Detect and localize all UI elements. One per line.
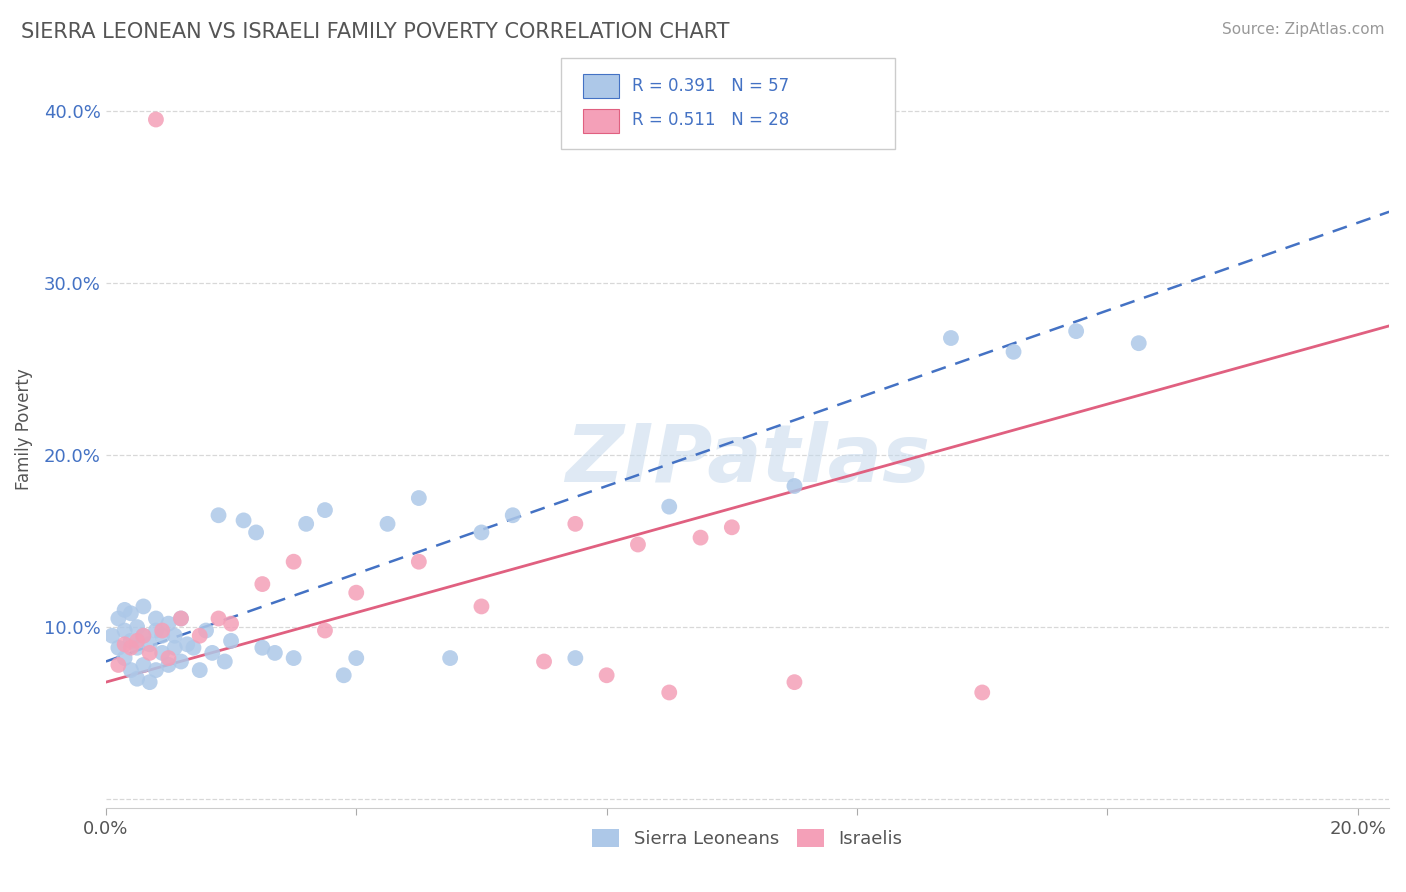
Point <box>658 685 681 699</box>
Point <box>114 603 136 617</box>
Point <box>564 516 586 531</box>
Point <box>120 633 142 648</box>
Point <box>145 624 167 638</box>
Point <box>150 624 173 638</box>
Point <box>314 503 336 517</box>
Point <box>170 611 193 625</box>
Point <box>138 637 160 651</box>
Point <box>502 508 524 523</box>
Point <box>344 585 367 599</box>
Point <box>201 646 224 660</box>
Point <box>283 555 305 569</box>
Point <box>145 663 167 677</box>
Point <box>163 629 186 643</box>
Point <box>188 629 211 643</box>
Point <box>1064 324 1087 338</box>
Point <box>232 513 254 527</box>
Point <box>157 657 180 672</box>
Point <box>170 611 193 625</box>
Point <box>470 525 492 540</box>
Point <box>132 629 155 643</box>
Point <box>658 500 681 514</box>
Point <box>114 651 136 665</box>
Point <box>183 640 205 655</box>
Point <box>627 537 650 551</box>
Point <box>132 629 155 643</box>
Point <box>1128 336 1150 351</box>
Point <box>783 479 806 493</box>
FancyBboxPatch shape <box>561 58 896 149</box>
Point <box>721 520 744 534</box>
Point <box>145 611 167 625</box>
FancyBboxPatch shape <box>583 109 619 133</box>
Point <box>252 577 274 591</box>
Point <box>219 616 242 631</box>
Point <box>176 637 198 651</box>
Point <box>595 668 617 682</box>
Point <box>252 640 274 655</box>
Point <box>689 531 711 545</box>
Point <box>470 599 492 614</box>
Point <box>219 633 242 648</box>
Point <box>783 675 806 690</box>
Text: SIERRA LEONEAN VS ISRAELI FAMILY POVERTY CORRELATION CHART: SIERRA LEONEAN VS ISRAELI FAMILY POVERTY… <box>21 22 730 42</box>
Point <box>344 651 367 665</box>
FancyBboxPatch shape <box>583 74 619 98</box>
Point <box>132 599 155 614</box>
Point <box>114 637 136 651</box>
Point <box>283 651 305 665</box>
Point <box>533 655 555 669</box>
Point <box>332 668 354 682</box>
Point <box>138 646 160 660</box>
Legend: Sierra Leoneans, Israelis: Sierra Leoneans, Israelis <box>585 822 910 855</box>
Point <box>107 611 129 625</box>
Point <box>132 657 155 672</box>
Point <box>1002 344 1025 359</box>
Point <box>127 640 149 655</box>
Point <box>195 624 218 638</box>
Point <box>188 663 211 677</box>
Point <box>107 657 129 672</box>
Point <box>207 611 229 625</box>
Point <box>120 640 142 655</box>
Text: ZIPatlas: ZIPatlas <box>565 420 929 499</box>
Point <box>314 624 336 638</box>
Point <box>170 655 193 669</box>
Point <box>107 640 129 655</box>
Point <box>150 629 173 643</box>
Point <box>157 651 180 665</box>
Y-axis label: Family Poverty: Family Poverty <box>15 368 32 490</box>
Point <box>245 525 267 540</box>
Point <box>439 651 461 665</box>
Point <box>138 675 160 690</box>
Point <box>939 331 962 345</box>
Point <box>101 629 124 643</box>
Point <box>114 624 136 638</box>
Point <box>408 491 430 505</box>
Point <box>120 663 142 677</box>
Point <box>163 640 186 655</box>
Point <box>207 508 229 523</box>
Point <box>564 651 586 665</box>
Point <box>127 620 149 634</box>
Point <box>295 516 318 531</box>
Point <box>214 655 236 669</box>
Text: R = 0.391   N = 57: R = 0.391 N = 57 <box>631 77 789 95</box>
Point <box>408 555 430 569</box>
Point <box>157 616 180 631</box>
Point <box>377 516 399 531</box>
Point <box>127 672 149 686</box>
Point <box>263 646 285 660</box>
Point <box>120 607 142 621</box>
Text: Source: ZipAtlas.com: Source: ZipAtlas.com <box>1222 22 1385 37</box>
Point <box>127 633 149 648</box>
Text: R = 0.511   N = 28: R = 0.511 N = 28 <box>631 112 789 129</box>
Point <box>150 646 173 660</box>
Point <box>145 112 167 127</box>
Point <box>972 685 994 699</box>
